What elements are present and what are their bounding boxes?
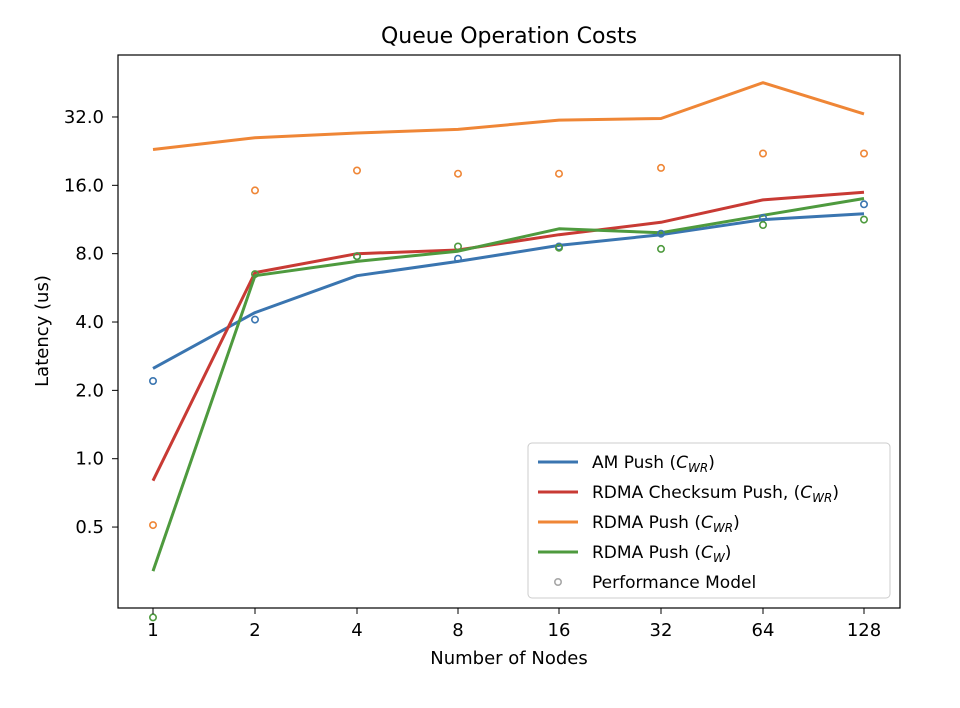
model-point [656,229,665,238]
y-axis-label: Latency (us) [32,275,53,387]
series-line-2 [152,81,865,151]
plot-area [117,54,901,622]
legend-label-0: AM Push (CWR) [592,453,715,475]
model-point [149,613,158,622]
x-tick-label: 128 [847,620,881,641]
y-tick-label: 0.5 [75,517,104,538]
model-point [453,254,462,263]
legend-label-model: Performance Model [592,573,756,593]
y-tick-label: 1.0 [75,449,104,470]
legend: AM Push (CWR) RDMA Checksum Push, (CWR) RD… [527,442,891,599]
legend-box [527,442,891,599]
x-tick-label: 4 [351,620,362,641]
legend-model-marker [553,577,562,586]
model-point [859,215,868,224]
x-tick-label: 16 [548,620,571,641]
model-point [352,252,361,261]
model-point [251,315,260,324]
model-point [656,244,665,253]
legend-label-1: RDMA Checksum Push, (CWR) [592,483,839,505]
plot-frame [117,54,901,609]
model-point [453,242,462,251]
x-tick-label: 64 [752,620,775,641]
x-tick-label: 8 [452,620,463,641]
legend-label-2: RDMA Push (CWR) [592,513,740,535]
x-tick-label: 1 [147,620,158,641]
y-tick-label: 32.0 [64,107,104,128]
model-point [251,186,260,195]
y-tick-label: 16.0 [64,175,104,196]
x-axis-label: Number of Nodes [430,648,587,669]
series-line-3 [151,197,865,572]
model-point [758,221,767,230]
x-tick-label: 32 [650,620,673,641]
model-point [859,200,868,209]
model-point [149,521,158,530]
model-point [352,166,361,175]
model-point [758,149,767,158]
model-point [149,376,158,385]
model-point [554,243,563,252]
x-axis: 1 2 4 8 16 32 64 128 [147,608,881,641]
series-line-1 [151,190,865,482]
y-tick-label: 4.0 [75,312,104,333]
y-tick-label: 2.0 [75,380,104,401]
model-point [554,169,563,178]
chart-title: Queue Operation Costs [381,24,637,49]
y-tick-label: 8.0 [75,244,104,265]
series-line-0 [152,212,865,370]
model-point [453,169,462,178]
model-point [251,270,260,279]
y-axis: 0.5 1.0 2.0 4.0 8.0 16.0 32.0 [64,107,118,538]
model-point [656,163,665,172]
legend-label-3: RDMA Push (CW) [592,543,731,565]
model-point [859,149,868,158]
x-tick-label: 2 [249,620,260,641]
